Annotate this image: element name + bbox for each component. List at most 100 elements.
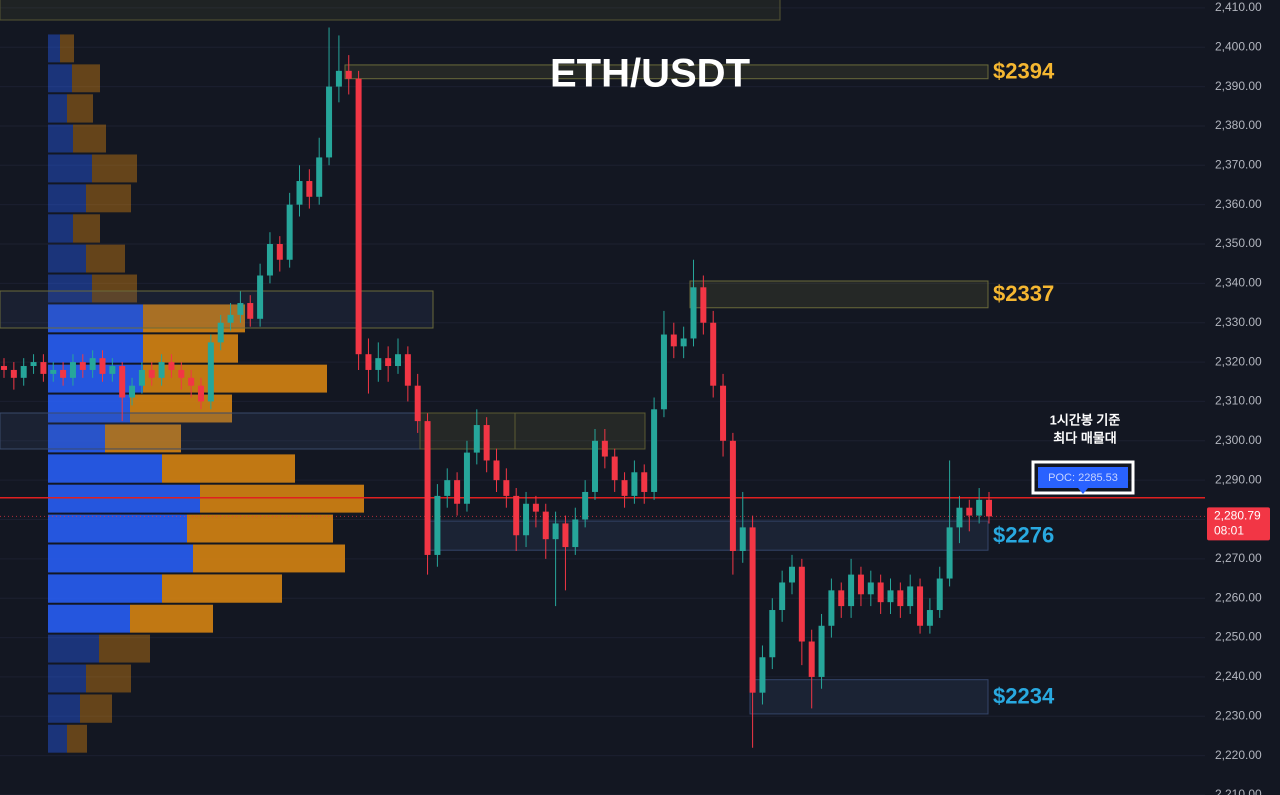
volume-buy xyxy=(48,424,105,453)
candle-body xyxy=(641,472,648,492)
y-tick-label: 2,240.00 xyxy=(1215,669,1262,683)
candle-body xyxy=(631,472,638,496)
zone-label: $2276 xyxy=(993,522,1054,547)
candle-body xyxy=(444,480,451,496)
y-tick-label: 2,380.00 xyxy=(1215,118,1262,132)
candle-body xyxy=(1,366,7,370)
candle-body xyxy=(897,590,904,607)
volume-buy xyxy=(48,64,72,93)
zone-label: $2337 xyxy=(993,281,1054,306)
candle-body xyxy=(296,181,303,205)
volume-buy xyxy=(48,574,162,603)
candle-body xyxy=(552,523,559,540)
candle-body xyxy=(789,566,795,583)
candle-body xyxy=(257,275,264,319)
volume-sell xyxy=(187,514,333,543)
volume-sell xyxy=(86,664,131,693)
volume-buy xyxy=(48,454,162,483)
candle-body xyxy=(207,342,214,402)
volume-sell xyxy=(162,454,295,483)
volume-sell xyxy=(67,94,93,123)
candle-body xyxy=(50,369,57,374)
candle-body xyxy=(178,369,185,378)
poc-label-bg xyxy=(1038,467,1128,488)
candle-body xyxy=(20,366,27,378)
candle-body xyxy=(917,586,924,626)
candle-body xyxy=(572,519,579,548)
y-tick-label: 2,220.00 xyxy=(1215,748,1262,762)
candle-body xyxy=(877,582,884,603)
y-tick-label: 2,270.00 xyxy=(1215,551,1262,565)
volume-buy xyxy=(48,124,73,153)
candle-body xyxy=(276,244,283,260)
candle-body xyxy=(266,244,273,276)
y-tick-label: 2,320.00 xyxy=(1215,354,1262,368)
candle-body xyxy=(926,610,933,626)
candle-body xyxy=(848,574,855,607)
candle-body xyxy=(651,409,658,492)
candle-body xyxy=(592,440,598,492)
volume-buy xyxy=(48,184,86,213)
volume-sell xyxy=(200,484,364,513)
zone xyxy=(0,290,434,329)
zone xyxy=(344,64,989,80)
volume-sell xyxy=(92,274,137,303)
candle-body xyxy=(611,456,618,481)
volume-sell xyxy=(73,124,106,153)
candle-body xyxy=(621,480,628,496)
candle-body xyxy=(365,354,372,370)
volume-buy xyxy=(48,544,193,573)
candle-body xyxy=(463,452,470,504)
candle-body xyxy=(326,86,333,158)
candle-body xyxy=(759,657,766,693)
volume-sell xyxy=(86,184,131,213)
volume-buy xyxy=(48,94,67,123)
candle-body xyxy=(355,78,362,355)
poc-label: POC: 2285.53 xyxy=(1048,472,1118,484)
candle-body xyxy=(109,366,116,374)
candle-body xyxy=(473,425,480,453)
price-tag xyxy=(1207,507,1270,541)
volume-buy xyxy=(48,604,130,633)
candle-body xyxy=(700,287,707,323)
volume-sell xyxy=(72,64,100,93)
volume-buy xyxy=(48,394,130,423)
candle-body xyxy=(247,303,254,319)
volume-sell xyxy=(99,634,150,663)
candle-body xyxy=(857,574,864,595)
candle-body xyxy=(956,507,963,528)
y-tick-label: 2,230.00 xyxy=(1215,708,1262,722)
candle-body xyxy=(887,590,894,603)
volume-buy xyxy=(48,244,86,273)
volume-sell xyxy=(92,154,137,183)
volume-buy xyxy=(48,634,99,663)
candle-body xyxy=(404,354,411,386)
annotation: 1시간봉 기준 xyxy=(1050,412,1121,427)
y-tick-label: 2,300.00 xyxy=(1215,433,1262,447)
candle-body xyxy=(818,625,825,677)
candle-body xyxy=(335,70,342,87)
candle-body xyxy=(198,385,204,402)
candle-body xyxy=(503,480,510,496)
zone xyxy=(514,412,646,450)
candle-body xyxy=(40,362,47,374)
annotation: 최다 매물대 xyxy=(1053,430,1116,445)
volume-buy xyxy=(48,484,200,513)
volume-buy xyxy=(48,214,73,243)
candle-body xyxy=(483,425,490,461)
y-tick-label: 2,310.00 xyxy=(1215,394,1262,408)
y-tick-label: 2,340.00 xyxy=(1215,276,1262,290)
candle-body xyxy=(454,480,461,504)
candle-body xyxy=(316,157,323,197)
y-tick-label: 2,350.00 xyxy=(1215,236,1262,250)
candle-body xyxy=(779,582,786,611)
volume-buy xyxy=(48,274,92,303)
candle-body xyxy=(532,503,539,512)
volume-buy xyxy=(48,514,187,543)
candle-body xyxy=(119,366,126,398)
volume-sell xyxy=(80,694,112,723)
candle-body xyxy=(562,523,569,548)
volume-sell xyxy=(162,574,282,603)
